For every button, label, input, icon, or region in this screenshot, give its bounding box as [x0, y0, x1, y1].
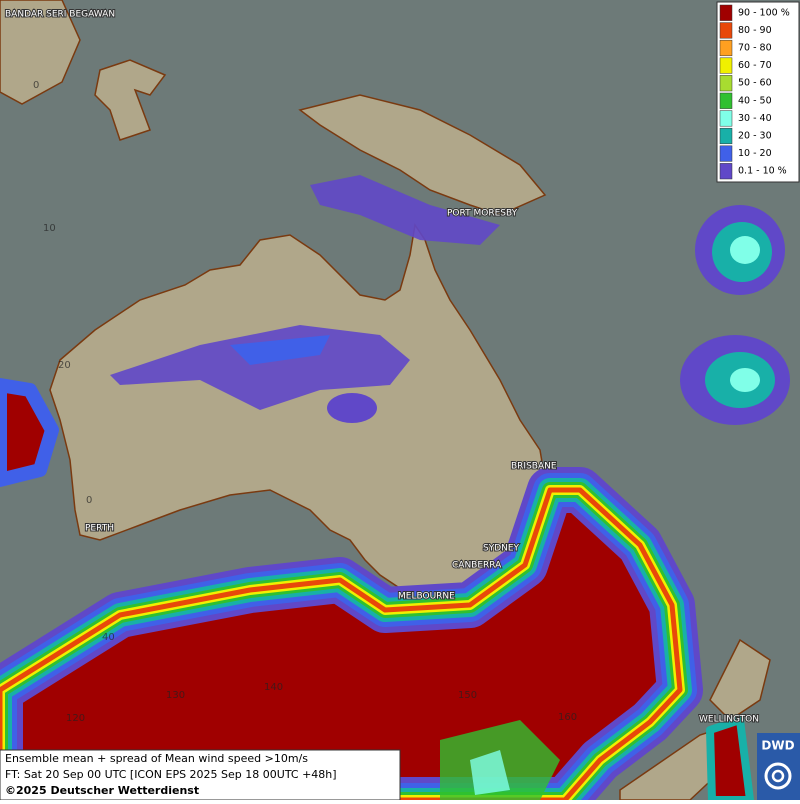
legend-label: 10 - 20 [738, 148, 772, 159]
legend-label: 80 - 90 [738, 25, 772, 36]
legend-swatch [719, 163, 733, 180]
legend-swatch [719, 127, 733, 145]
city-label: PERTH [85, 524, 114, 534]
latitude-label: 0 [86, 495, 92, 506]
city-labels: BANDAR SERI BEGAWAN PORT MORESBY BRISBAN… [4, 9, 760, 726]
logo-icon [771, 769, 785, 783]
legend-swatch [719, 4, 733, 21]
footer-line: Ensemble mean + spread of Mean wind spee… [5, 752, 308, 765]
legend-swatch [719, 145, 733, 162]
longitude-label: 130 [166, 690, 185, 701]
longitude-label: 120 [66, 713, 85, 724]
legend-swatch [719, 110, 733, 127]
logo-text: DWD [761, 739, 794, 753]
legend-label: 70 - 80 [738, 43, 772, 54]
city-label: CANBERRA [452, 561, 502, 571]
legend-label: 0.1 - 10 % [738, 166, 787, 177]
city-label: BRISBANE [511, 462, 557, 472]
legend-label: 20 - 30 [738, 131, 772, 142]
city-label: MELBOURNE [398, 592, 455, 602]
city-label: SYDNEY [483, 544, 520, 554]
legend-label: 60 - 70 [738, 60, 772, 71]
legend-swatch [719, 22, 733, 39]
footer: Ensemble mean + spread of Mean wind spee… [0, 749, 401, 801]
legend-swatch [719, 57, 733, 74]
logo-icon [764, 762, 792, 790]
legend-swatch [719, 75, 733, 92]
legend-label: 30 - 40 [738, 113, 772, 124]
legend-swatch [719, 92, 733, 109]
latitude-label: 20 [58, 360, 71, 371]
legend-label: 90 - 100 % [738, 7, 790, 18]
latitude-label: 0 [33, 80, 39, 91]
logo: DWD [757, 733, 800, 800]
city-label: WELLINGTON [699, 715, 759, 725]
legend-label: 40 - 50 [738, 95, 772, 106]
copyright: ©2025 Deutscher Wetterdienst [5, 784, 199, 797]
longitude-label: 160 [558, 712, 577, 723]
latitude-label: 10 [43, 223, 56, 234]
latitude-label: 40 [102, 632, 115, 643]
footer-line: FT: Sat 20 Sep 00 UTC [ICON EPS 2025 Sep… [5, 768, 337, 781]
legend-swatch [719, 39, 733, 57]
legend: 90 - 100 % 80 - 90 70 - 80 60 - 70 50 - 60 40… [716, 1, 800, 183]
probability-areas [0, 175, 790, 804]
city-label: PORT MORESBY [447, 209, 518, 219]
longitude-label: 150 [458, 690, 477, 701]
city-label: BANDAR SERI BEGAWAN [5, 10, 115, 20]
longitude-label: 140 [264, 682, 283, 693]
legend-label: 50 - 60 [738, 78, 772, 89]
graticule-labels: 0 10 20 0 40 120 130 140 150 160 [33, 80, 577, 724]
